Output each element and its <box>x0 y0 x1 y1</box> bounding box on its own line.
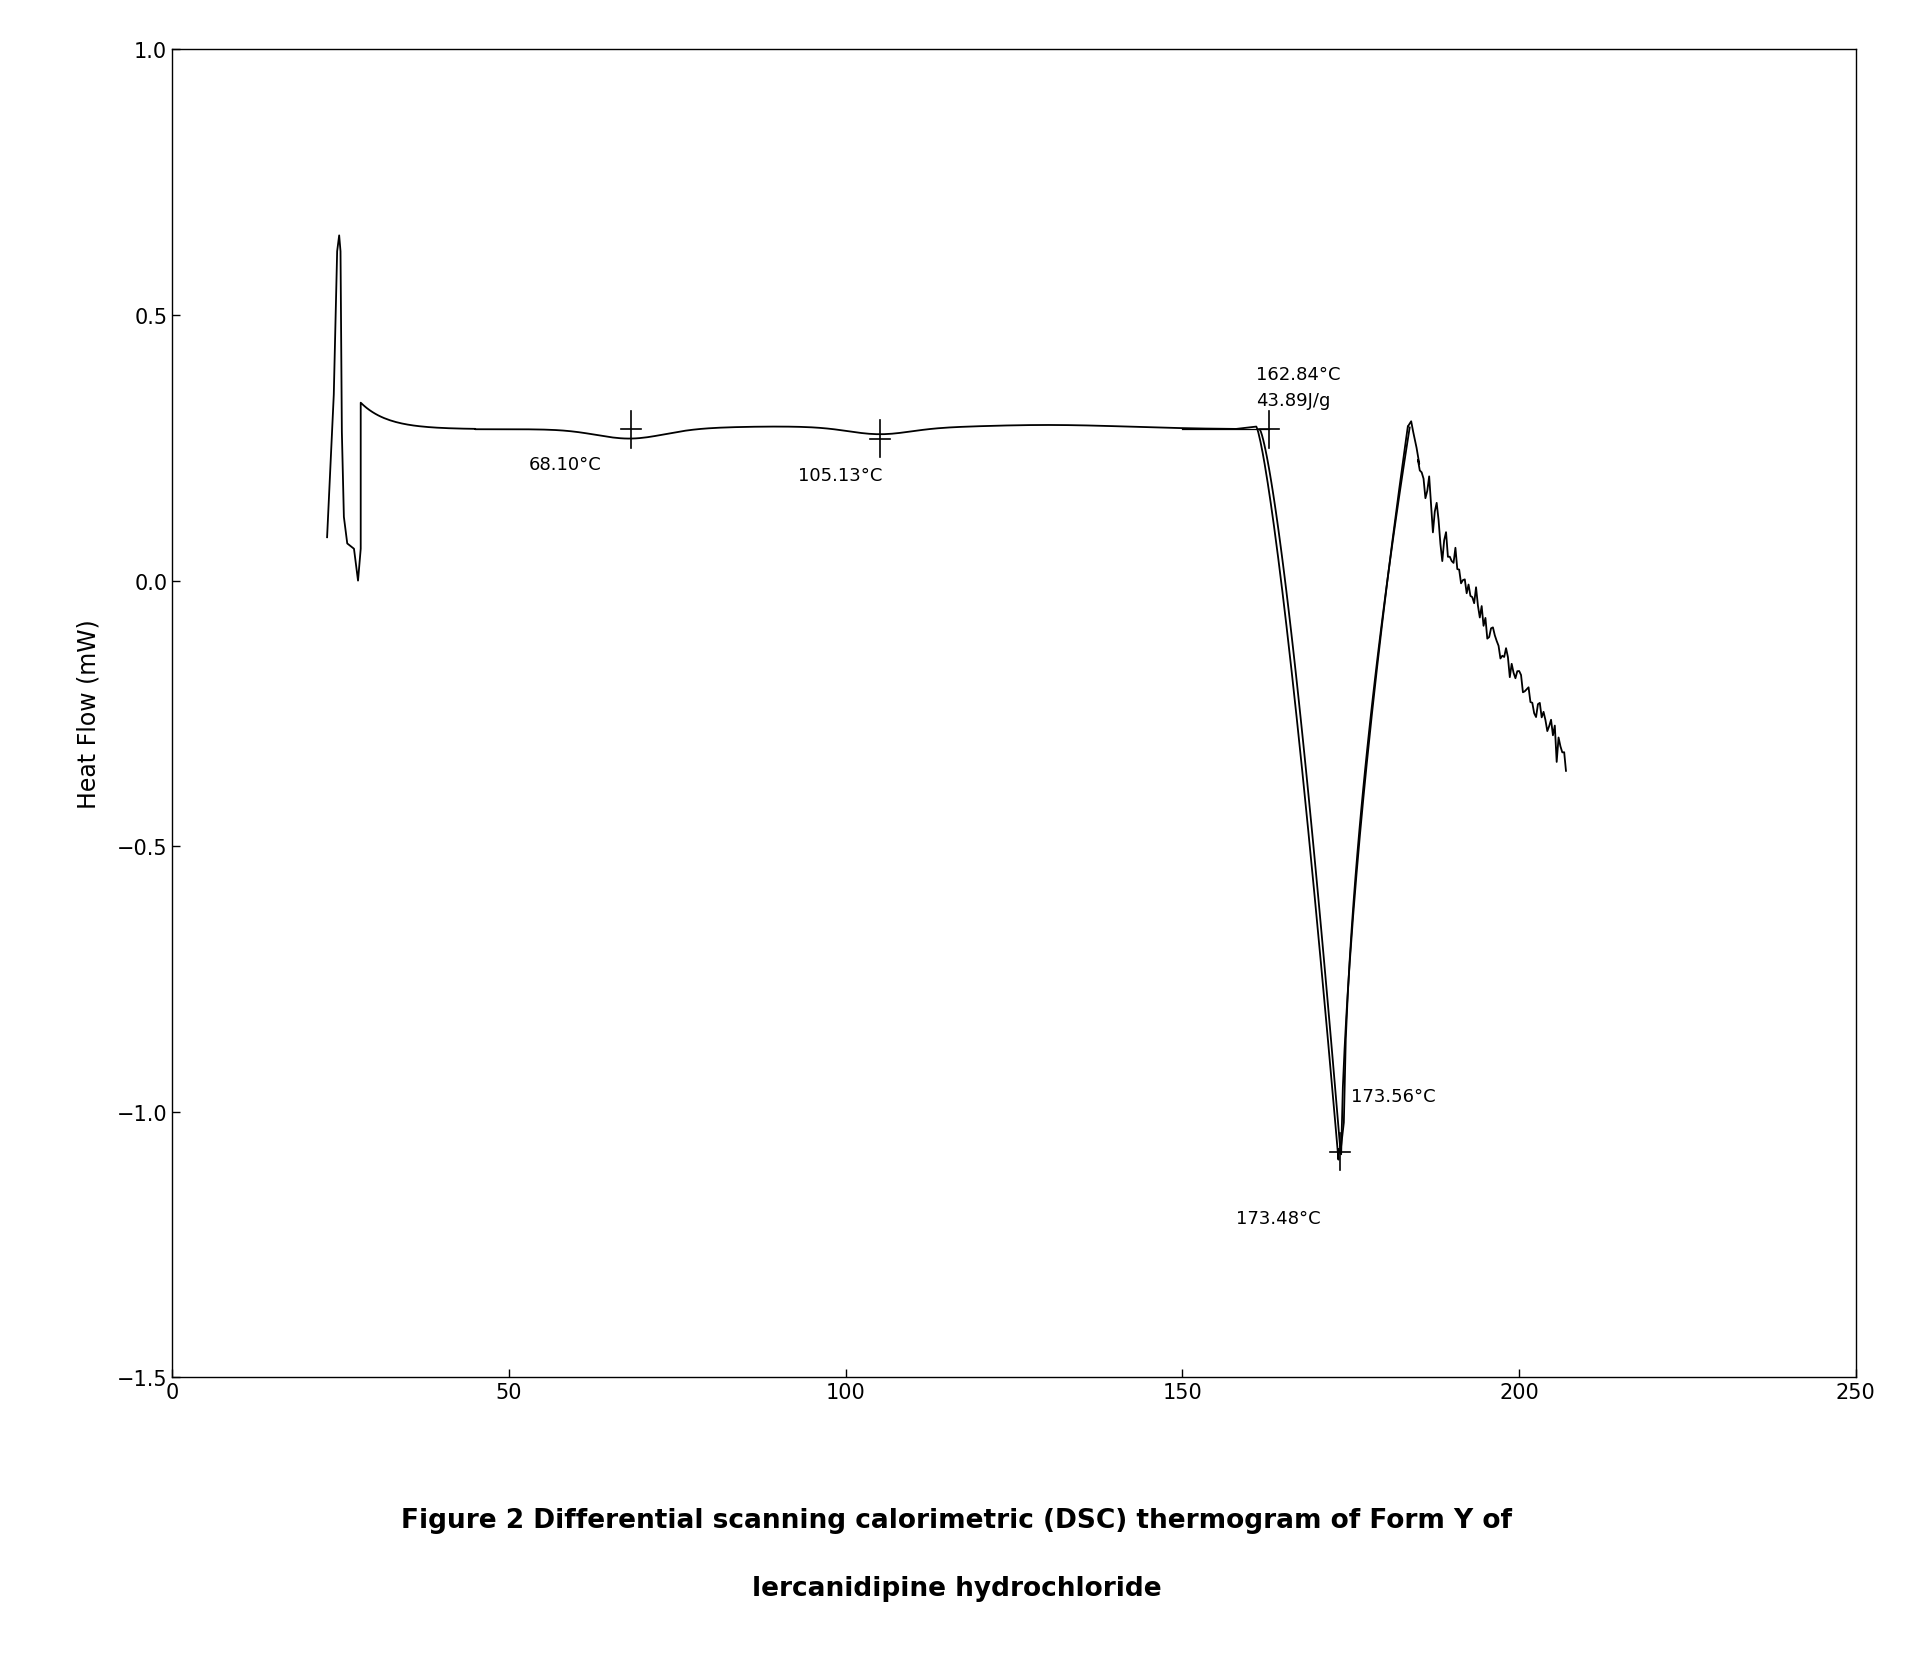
Text: 43.89J/g: 43.89J/g <box>1257 391 1331 410</box>
Text: 173.56°C: 173.56°C <box>1351 1087 1435 1105</box>
Text: 173.48°C: 173.48°C <box>1236 1210 1320 1228</box>
Text: lercanidipine hydrochloride: lercanidipine hydrochloride <box>752 1574 1161 1601</box>
Text: 105.13°C: 105.13°C <box>798 467 882 484</box>
Text: 162.84°C: 162.84°C <box>1257 366 1341 383</box>
Text: Figure 2 Differential scanning calorimetric (DSC) thermogram of Form Y of: Figure 2 Differential scanning calorimet… <box>402 1507 1511 1534</box>
Text: 68.10°C: 68.10°C <box>530 455 603 474</box>
Y-axis label: Heat Flow (mW): Heat Flow (mW) <box>77 620 99 808</box>
